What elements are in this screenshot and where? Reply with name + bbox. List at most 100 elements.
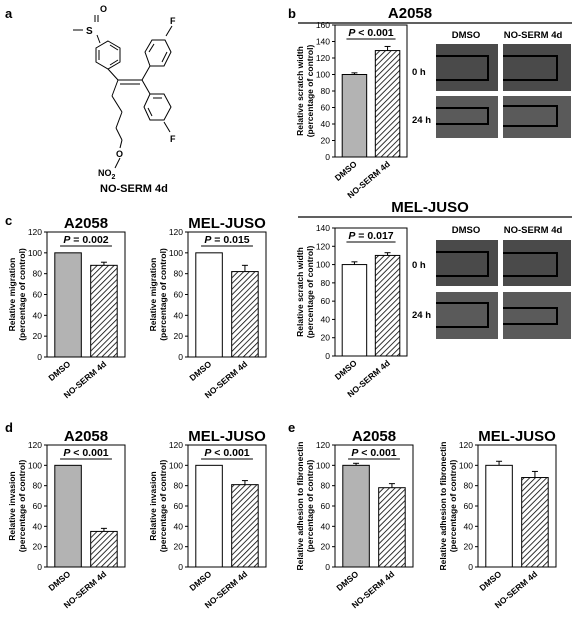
y-tick-label: 40 (321, 119, 331, 129)
y-axis-label: (percentage of control) (448, 460, 458, 553)
chart-b2: 0 20 40 60 80 100 120 140 Relative scratch width… (295, 223, 408, 399)
p-value-text: < 0.001 (355, 27, 393, 39)
y-tick-label: 80 (464, 481, 474, 491)
y-tick-label: 120 (316, 241, 330, 251)
y-tick-label: 140 (316, 223, 330, 233)
scratch-row-24h: 24 h (412, 115, 431, 126)
chart-title: A2058 (64, 215, 108, 232)
y-tick-label: 120 (459, 440, 473, 450)
fluorine-atom-bottom: F (170, 134, 176, 144)
y-tick-label: 40 (33, 521, 43, 531)
y-tick-label: 40 (174, 521, 184, 531)
chart-e1: 0 20 40 60 80 100 120 Relative adhesion to fibr… (295, 428, 414, 610)
scratch-row-24h-mj: 24 h (412, 310, 431, 321)
p-value-label: P = 0.015 (204, 234, 249, 246)
y-tick-label: 20 (321, 333, 331, 343)
y-axis-label: Relative invasion (7, 471, 17, 540)
category-label: DMSO (46, 359, 72, 383)
p-value-label: P = 0.017 (348, 230, 393, 242)
y-tick-label: 40 (321, 521, 331, 531)
chemical-structure (73, 15, 173, 169)
y-axis-label: Relative adhesion to fibronectin (438, 442, 448, 571)
nitro-group: NO2 (98, 168, 116, 181)
y-tick-label: 0 (37, 352, 42, 362)
y-axis-label: (percentage of control) (158, 248, 168, 341)
panel-label-e: e (288, 420, 295, 435)
bar-dmso (195, 252, 223, 358)
y-axis-label: (percentage of control) (305, 460, 315, 553)
bar-treated (378, 487, 406, 568)
y-axis-label: (percentage of control) (17, 248, 27, 341)
chart-title: MEL-JUSO (478, 428, 556, 445)
y-tick-label: 60 (174, 501, 184, 511)
y-axis-label: Relative invasion (148, 471, 158, 540)
y-tick-label: 140 (316, 37, 330, 47)
y-axis-label: Relative scratch width (295, 247, 305, 337)
scratch-images-meljuso: DMSO NO-SERM 4d 0 h 24 h (412, 225, 571, 339)
y-tick-label: 20 (464, 542, 474, 552)
bar-treated (90, 530, 118, 568)
compound-name: NO-SERM 4d (100, 183, 168, 195)
bar-treated (231, 271, 259, 358)
p-value-label: P < 0.001 (63, 447, 108, 459)
bar-treated (374, 254, 401, 357)
p-symbol: P (63, 234, 71, 246)
p-value-label: P = 0.002 (63, 234, 108, 246)
y-tick-label: 100 (169, 248, 183, 258)
y-axis-label: (percentage of control) (305, 45, 315, 138)
bar-dmso (54, 464, 82, 568)
chart-title: MEL-JUSO (188, 215, 266, 232)
y-tick-label: 60 (321, 501, 331, 511)
chart-d2: 0 20 40 60 80 100 120 Relative invasion (percent… (148, 428, 267, 610)
p-value-text: = 0.002 (70, 234, 108, 246)
bar-treated (521, 477, 549, 568)
y-tick-label: 60 (464, 501, 474, 511)
sulfonyl-oxygen-atom: O (100, 4, 107, 14)
y-axis-label: Relative scratch width (295, 46, 305, 136)
plot-frame (334, 227, 408, 357)
scratch-image-treated-0h-mj (503, 240, 571, 286)
bar-dmso (342, 464, 370, 568)
y-tick-label: 100 (28, 248, 42, 258)
category-label: DMSO (333, 358, 359, 382)
fluorine-atom-top: F (170, 16, 176, 26)
scratch-row-0h-mj: 0 h (412, 260, 426, 271)
y-tick-label: 80 (321, 278, 331, 288)
scratch-image-treated-0h (503, 44, 571, 91)
y-tick-label: 100 (316, 70, 330, 80)
category-label: DMSO (477, 569, 503, 593)
y-tick-label: 80 (174, 481, 184, 491)
y-tick-label: 40 (33, 310, 43, 320)
panel-label-c: c (5, 213, 12, 228)
y-tick-label: 100 (316, 460, 330, 470)
panel-b-title-meljuso: MEL-JUSO (391, 199, 469, 216)
y-tick-label: 0 (325, 351, 330, 361)
scratch-images-a2058: DMSO NO-SERM 4d 0 h 24 h (412, 30, 571, 138)
y-tick-label: 80 (321, 481, 331, 491)
y-axis-label: Relative migration (7, 258, 17, 332)
y-tick-label: 60 (33, 290, 43, 300)
y-tick-label: 20 (33, 331, 43, 341)
y-tick-label: 20 (33, 542, 43, 552)
p-value-label: P < 0.001 (351, 447, 396, 459)
panel-label-d: d (5, 420, 13, 435)
y-tick-label: 80 (33, 269, 43, 279)
y-tick-label: 160 (316, 20, 330, 30)
y-tick-label: 100 (459, 460, 473, 470)
y-tick-label: 0 (178, 562, 183, 572)
y-tick-label: 60 (33, 501, 43, 511)
y-tick-label: 40 (174, 310, 184, 320)
category-label: DMSO (187, 569, 213, 593)
category-label: DMSO (333, 159, 359, 183)
y-tick-label: 120 (316, 440, 330, 450)
bar-treated (374, 50, 401, 158)
y-axis-label: (percentage of control) (17, 460, 27, 553)
p-symbol: P (63, 447, 71, 459)
panel-label-a: a (5, 6, 13, 21)
category-label: DMSO (334, 569, 360, 593)
y-tick-label: 80 (33, 481, 43, 491)
y-tick-label: 0 (325, 152, 330, 162)
y-tick-label: 20 (321, 542, 331, 552)
y-tick-label: 80 (321, 86, 331, 96)
